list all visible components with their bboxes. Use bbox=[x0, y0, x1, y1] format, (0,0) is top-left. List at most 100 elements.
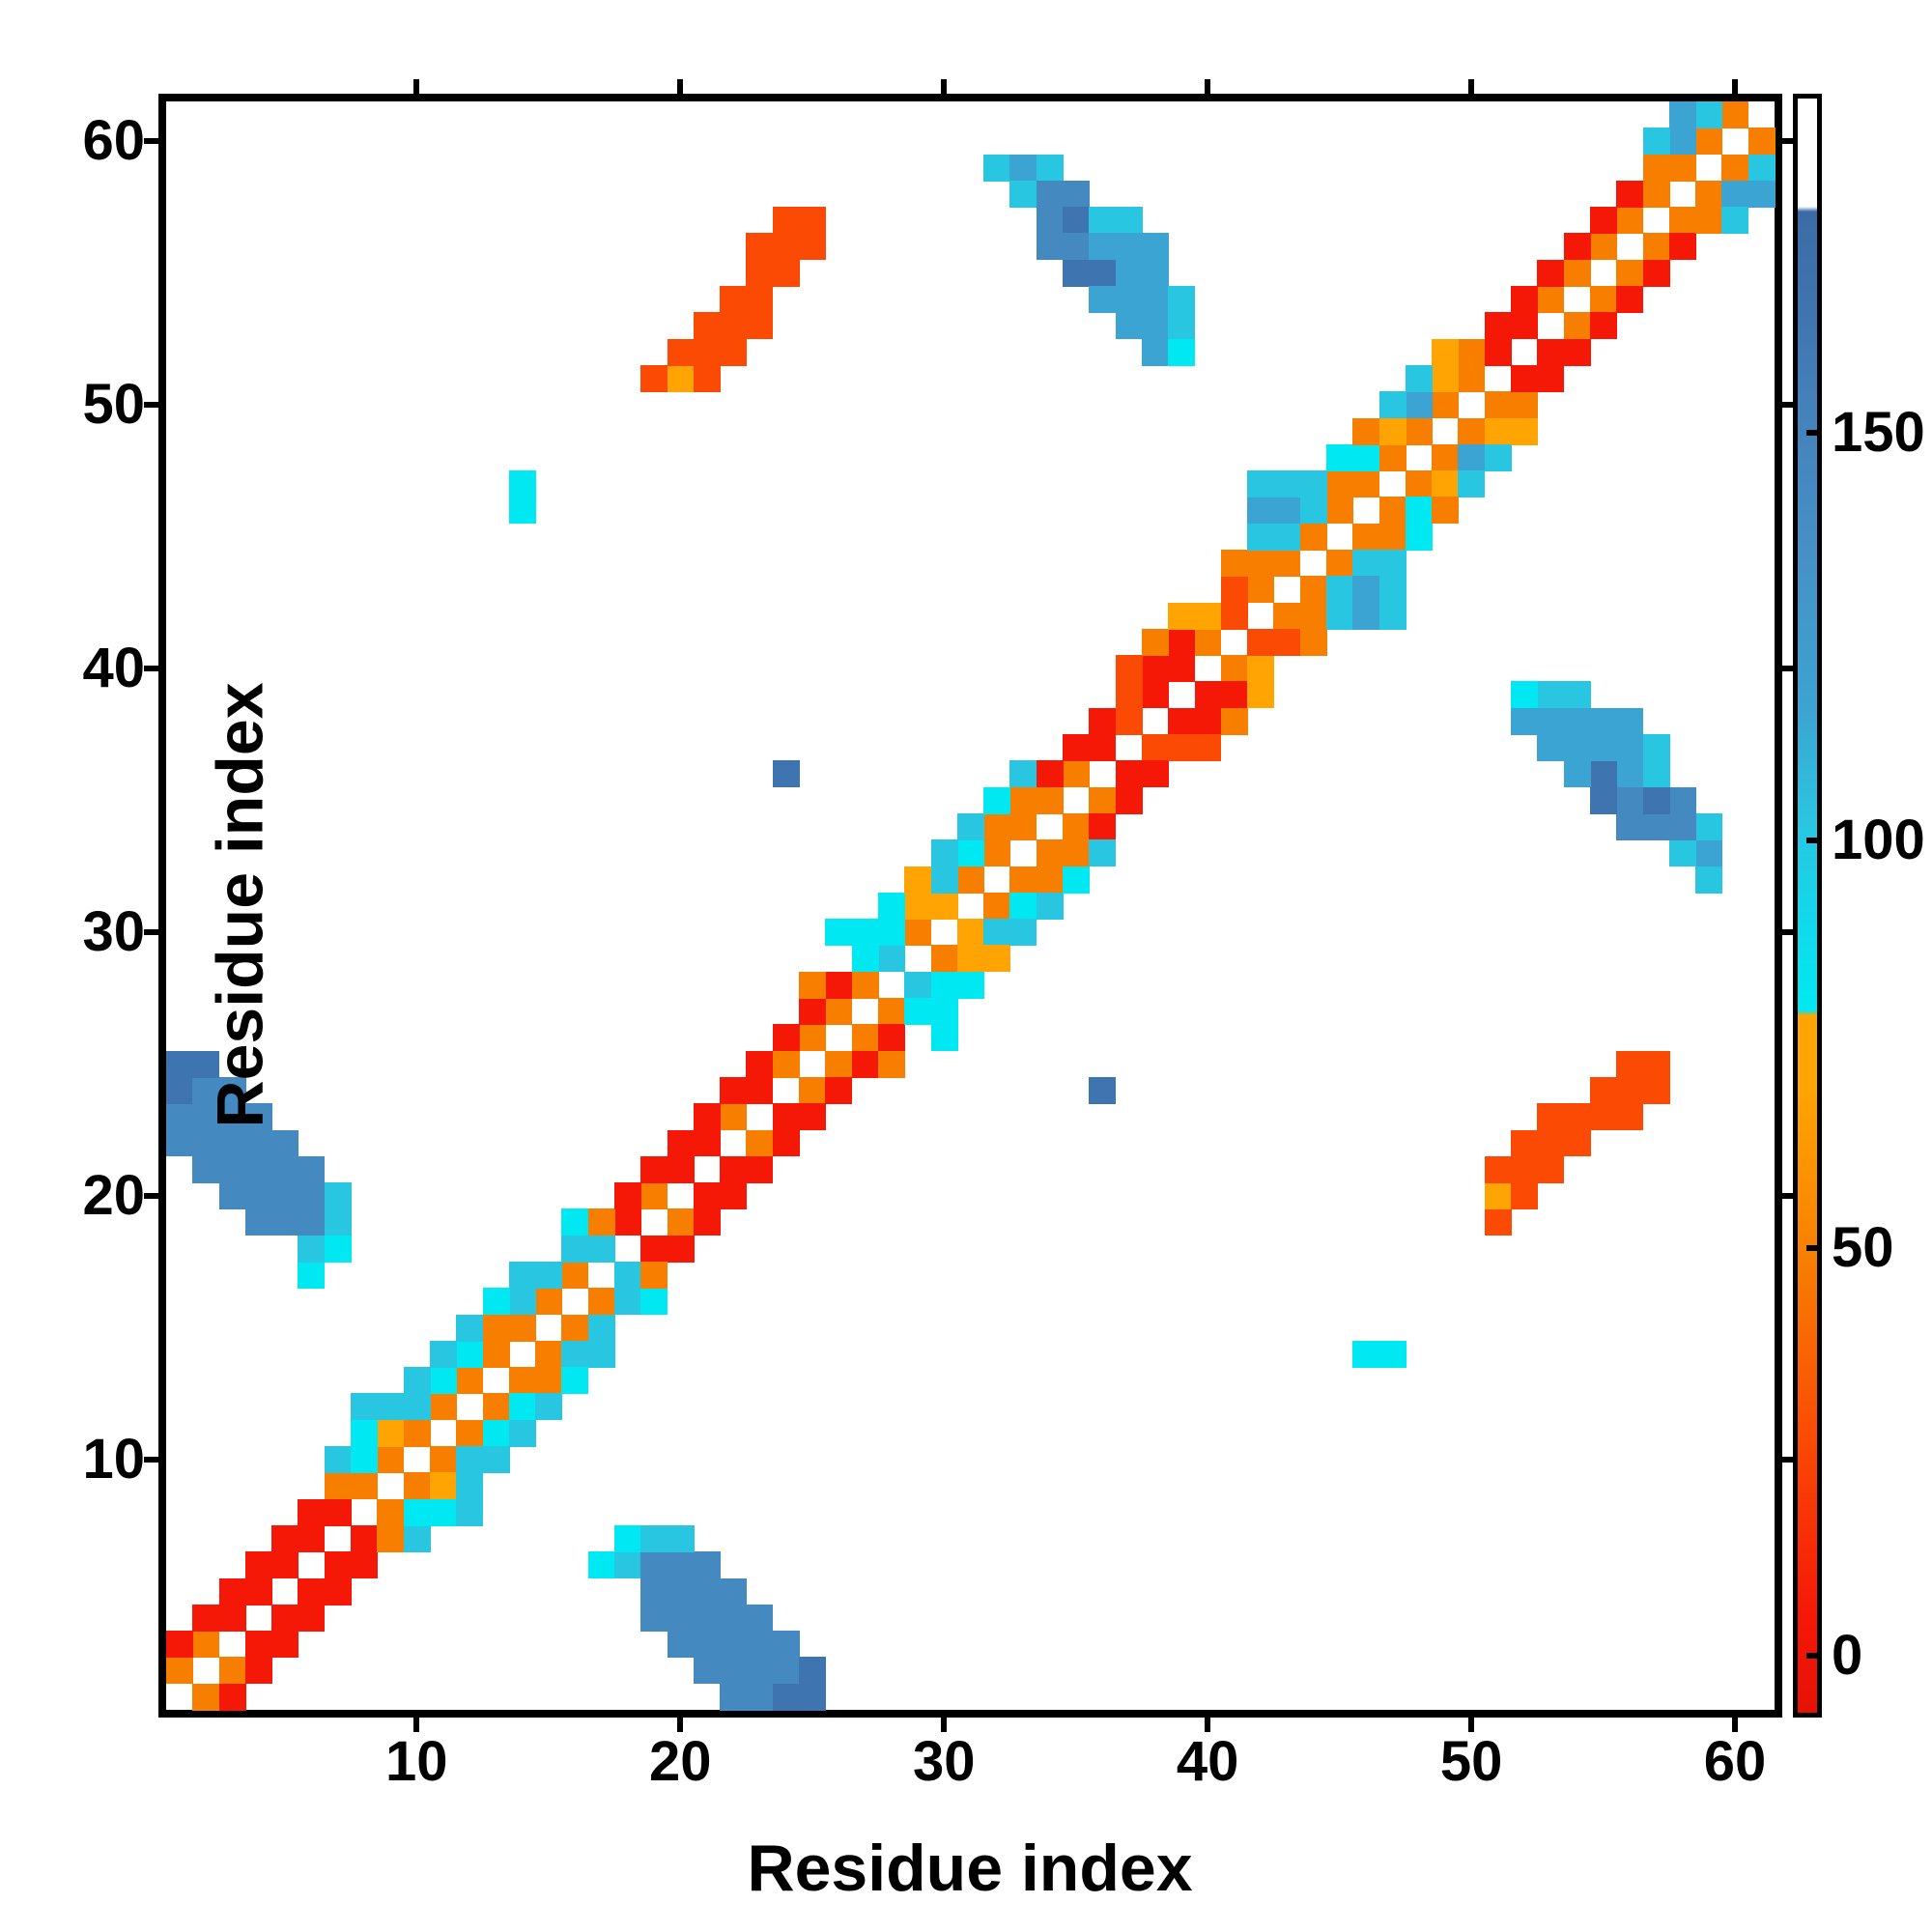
heatmap-cell bbox=[456, 1419, 484, 1447]
heatmap-cell bbox=[1405, 364, 1433, 392]
heatmap-cell bbox=[351, 1472, 379, 1500]
heatmap-cell bbox=[1668, 154, 1696, 182]
heatmap-cell bbox=[1616, 286, 1644, 314]
heatmap-cell bbox=[166, 1076, 193, 1104]
heatmap-cell bbox=[693, 1129, 721, 1157]
heatmap-cell bbox=[667, 338, 695, 366]
heatmap-cell bbox=[482, 1446, 510, 1474]
heatmap-cell bbox=[1063, 259, 1091, 287]
heatmap-cell bbox=[1563, 312, 1591, 340]
heatmap-cell bbox=[1405, 391, 1433, 419]
heatmap-cell bbox=[561, 1314, 589, 1342]
heatmap-cell bbox=[298, 1577, 326, 1605]
heatmap-cell bbox=[1537, 338, 1565, 366]
heatmap-cell bbox=[1194, 707, 1222, 735]
heatmap-cell bbox=[1115, 259, 1143, 287]
heatmap-cell bbox=[772, 1631, 800, 1659]
heatmap-cell bbox=[351, 1393, 379, 1421]
tick-mark bbox=[413, 79, 420, 94]
heatmap-cell bbox=[1484, 417, 1512, 445]
x-axis-title: Residue index bbox=[747, 1832, 1193, 1905]
heatmap-cell bbox=[614, 1261, 641, 1289]
tick-mark bbox=[144, 665, 158, 671]
heatmap-cell bbox=[403, 1498, 431, 1526]
heatmap-cell bbox=[693, 1577, 721, 1605]
heatmap-cell bbox=[667, 1631, 695, 1659]
heatmap-cell bbox=[1273, 497, 1301, 525]
heatmap-cell bbox=[1036, 180, 1064, 208]
colorbar bbox=[1793, 94, 1822, 1718]
heatmap-cell bbox=[561, 1261, 589, 1289]
heatmap-cell bbox=[166, 1631, 193, 1659]
heatmap-cell bbox=[930, 839, 958, 867]
heatmap-cell bbox=[1511, 417, 1539, 445]
heatmap-cell bbox=[324, 1551, 352, 1579]
heatmap-cell bbox=[403, 1524, 431, 1552]
heatmap-cell bbox=[1063, 734, 1091, 762]
heatmap-cell bbox=[667, 1524, 695, 1552]
tick-mark bbox=[1205, 1718, 1211, 1732]
heatmap-cell bbox=[298, 1524, 326, 1552]
heatmap-cell bbox=[1299, 523, 1327, 551]
heatmap-cell bbox=[746, 1604, 774, 1632]
heatmap-cell bbox=[772, 1683, 800, 1711]
heatmap-cell bbox=[667, 1235, 695, 1263]
heatmap-cell bbox=[667, 1208, 695, 1236]
x-tick-label: 10 bbox=[385, 1730, 448, 1793]
heatmap-cell bbox=[1141, 233, 1169, 261]
heatmap-cell bbox=[192, 1604, 220, 1632]
heatmap-cell bbox=[535, 1340, 563, 1368]
heatmap-cell bbox=[1721, 154, 1749, 182]
heatmap-cell bbox=[166, 1657, 193, 1685]
heatmap-cell bbox=[1747, 128, 1776, 156]
heatmap-cell bbox=[746, 1155, 774, 1183]
heatmap-cell bbox=[1352, 470, 1380, 498]
heatmap-cell bbox=[1036, 839, 1064, 867]
heatmap-cell bbox=[1432, 338, 1460, 366]
heatmap-cell bbox=[1405, 497, 1433, 525]
x-tick-label: 50 bbox=[1439, 1730, 1503, 1793]
heatmap-cell bbox=[772, 1024, 800, 1052]
heatmap-cell bbox=[1563, 338, 1591, 366]
heatmap-cell bbox=[1247, 523, 1275, 551]
heatmap-cell bbox=[930, 1024, 958, 1052]
heatmap-cell bbox=[1089, 259, 1117, 287]
colorbar-gradient bbox=[1798, 99, 1817, 1713]
heatmap-cell bbox=[614, 1551, 641, 1579]
heatmap-cell bbox=[271, 1551, 299, 1579]
heatmap-cell bbox=[271, 1631, 299, 1659]
heatmap-cell bbox=[192, 1129, 220, 1157]
heatmap-cell bbox=[1168, 734, 1196, 762]
heatmap-cell bbox=[192, 1076, 220, 1104]
heatmap-cell bbox=[1511, 391, 1539, 419]
heatmap-cell bbox=[1325, 470, 1353, 498]
heatmap-cell bbox=[1036, 154, 1064, 182]
heatmap-cell bbox=[720, 1604, 748, 1632]
heatmap-cell bbox=[772, 1129, 800, 1157]
heatmap-cell bbox=[508, 497, 536, 525]
heatmap-cell bbox=[851, 971, 879, 999]
heatmap-cell bbox=[1642, 154, 1670, 182]
heatmap-cell bbox=[930, 998, 958, 1026]
heatmap-cell bbox=[851, 1050, 879, 1078]
heatmap-cell bbox=[1537, 364, 1565, 392]
heatmap-cell bbox=[1616, 760, 1644, 788]
heatmap-cell bbox=[1405, 417, 1433, 445]
heatmap-cell bbox=[1168, 286, 1196, 314]
heatmap-cell bbox=[746, 312, 774, 340]
heatmap-cell bbox=[298, 1155, 326, 1183]
heatmap-cell bbox=[640, 1182, 668, 1210]
heatmap-cell bbox=[1141, 312, 1169, 340]
x-tick-label: 60 bbox=[1703, 1730, 1767, 1793]
heatmap-cell bbox=[456, 1314, 484, 1342]
heatmap-cell bbox=[1352, 523, 1380, 551]
heatmap-cell bbox=[1089, 233, 1117, 261]
heatmap-cell bbox=[1141, 734, 1169, 762]
tick-mark bbox=[1468, 1718, 1475, 1732]
heatmap-cell bbox=[1721, 207, 1749, 235]
heatmap-cell bbox=[1378, 1340, 1406, 1368]
y-tick-label: 10 bbox=[82, 1427, 145, 1491]
heatmap-cell bbox=[1668, 812, 1696, 840]
heatmap-cell bbox=[667, 1604, 695, 1632]
tick-mark bbox=[1782, 928, 1797, 935]
